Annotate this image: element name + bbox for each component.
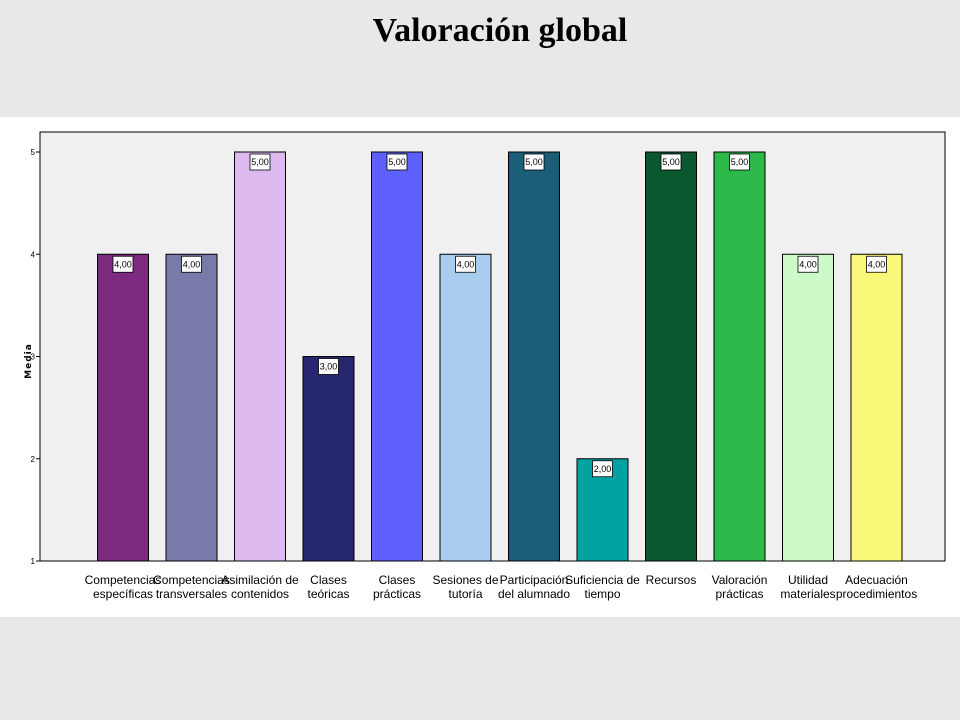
bar (439, 253, 492, 562)
category-label: prácticas (715, 587, 763, 601)
category-label: Participación (500, 573, 569, 587)
bar (508, 151, 560, 562)
category-label: contenidos (231, 587, 289, 601)
category-label: procedimientos (836, 587, 917, 601)
category-label: Sesiones de (432, 573, 498, 587)
data-label: 2,00 (594, 464, 612, 474)
category-label: Clases (310, 573, 347, 587)
bar (165, 253, 218, 562)
bar (782, 253, 834, 562)
data-label: 4,00 (183, 259, 201, 269)
bar-chart: 1 2 3 4 5 4,00 4,00 5,00 3,00 5,00 4,00 5,00 2,00 5,… (24, 131, 946, 601)
category-label: tiempo (584, 587, 620, 601)
category-label: prácticas (373, 587, 421, 601)
bar (713, 151, 766, 562)
data-label: 5,00 (251, 157, 269, 167)
bar (302, 356, 355, 562)
data-label-box (386, 153, 408, 171)
data-label-box (455, 255, 476, 273)
category-label: Adecuación (845, 573, 908, 587)
data-label-box (523, 153, 545, 171)
y-tick-label: 4 (31, 250, 36, 259)
category-label: Utilidad (788, 573, 828, 587)
data-label: 4,00 (457, 259, 475, 269)
data-label-box (249, 153, 271, 171)
data-label-box (181, 255, 202, 273)
category-label: Valoración (712, 573, 768, 587)
data-label: 5,00 (662, 157, 680, 167)
bar (97, 253, 149, 562)
category-label: Recursos (646, 573, 697, 587)
y-tick-label: 2 (31, 455, 36, 464)
category-label: Clases (379, 573, 416, 587)
category-label: tutoría (448, 587, 482, 601)
category-label: Asimilación de (221, 573, 299, 587)
bar (850, 253, 903, 562)
bar (234, 151, 286, 562)
data-label: 5,00 (388, 157, 406, 167)
data-label-box (660, 153, 682, 171)
category-label: materiales (780, 587, 835, 601)
data-label: 5,00 (525, 157, 543, 167)
bar (645, 151, 697, 562)
category-label: teóricas (307, 587, 349, 601)
bar (576, 458, 629, 562)
category-label: del alumnado (498, 587, 570, 601)
data-label: 4,00 (114, 259, 132, 269)
data-label-box (866, 255, 887, 273)
data-label: 5,00 (731, 157, 749, 167)
bar (371, 151, 423, 562)
data-label-box (592, 460, 613, 478)
category-label: Suficiencia de (565, 573, 640, 587)
data-label: 4,00 (799, 259, 817, 269)
y-tick-label: 1 (31, 557, 36, 566)
data-label: 3,00 (320, 362, 338, 372)
data-label-box (318, 358, 339, 375)
y-axis-title: Media (24, 343, 34, 379)
y-tick-label: 5 (31, 148, 36, 157)
slide-title: Valoración global (372, 12, 628, 49)
category-label: específicas (93, 587, 153, 601)
data-label-box (729, 153, 750, 171)
category-label: transversales (156, 587, 227, 601)
y-tick-label: 3 (31, 353, 36, 362)
data-label: 4,00 (868, 259, 886, 269)
data-label-box (797, 255, 819, 273)
category-label: Competencias (85, 573, 162, 587)
data-label-box (112, 255, 134, 273)
category-label: Competencias (153, 573, 230, 587)
chart-panel: 1 2 3 4 5 4,00 4,00 5,00 3,00 5,00 4,00 5,00 2,00 5,… (0, 117, 960, 617)
